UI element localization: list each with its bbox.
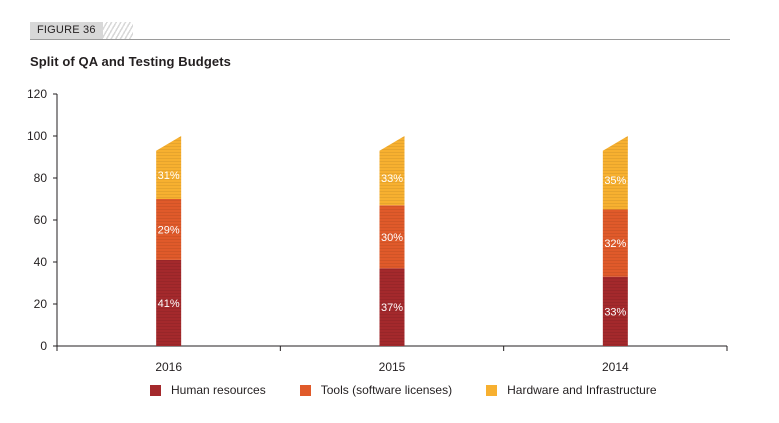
figure-label-hatch bbox=[97, 22, 133, 39]
bar-segment-tools-software-licenses bbox=[602, 209, 628, 277]
legend-item: Tools (software licenses) bbox=[299, 383, 453, 397]
figure-label: FIGURE 36 bbox=[30, 22, 103, 39]
bar-value-label: 35% bbox=[604, 175, 626, 187]
figure-header-rule bbox=[30, 39, 730, 40]
y-tick-label: 40 bbox=[34, 255, 48, 269]
x-tick-label: 2014 bbox=[602, 360, 629, 374]
bar-value-label: 33% bbox=[381, 173, 403, 185]
y-tick-label: 80 bbox=[34, 171, 48, 185]
legend-item: Human resources bbox=[150, 383, 266, 397]
bar-value-label: 31% bbox=[158, 170, 180, 182]
y-axis: 0 20 40 60 80 100 120 bbox=[27, 87, 58, 353]
bar-segment-hardware-and-infrastructure bbox=[602, 136, 628, 210]
legend-swatch bbox=[150, 384, 161, 396]
bar-value-label: 29% bbox=[158, 224, 180, 236]
legend: Human resources Tools (software licenses)… bbox=[150, 383, 691, 397]
bar-segment-tools-software-licenses bbox=[379, 205, 405, 269]
bar-value-label: 30% bbox=[381, 232, 403, 244]
x-tick-label: 2016 bbox=[155, 360, 182, 374]
legend-item: Hardware and Infrastructure bbox=[486, 383, 657, 397]
y-tick-label: 60 bbox=[34, 213, 48, 227]
legend-label: Tools (software licenses) bbox=[320, 383, 453, 397]
legend-label: Human resources bbox=[171, 383, 266, 397]
y-tick-label: 20 bbox=[34, 297, 48, 311]
y-tick-label: 0 bbox=[40, 339, 47, 353]
bars bbox=[156, 136, 628, 346]
x-axis: 2016 2015 2014 bbox=[56, 345, 728, 374]
y-tick-label: 100 bbox=[27, 129, 47, 143]
bar-segment-human-resources bbox=[602, 276, 628, 346]
bar-segment-hardware-and-infrastructure bbox=[156, 136, 182, 199]
y-tick-label: 120 bbox=[27, 87, 47, 101]
bar-value-label: 41% bbox=[158, 298, 180, 310]
bar-labels: 41% 29% 31% 37% 30% 33% 33% 32% 35% bbox=[158, 170, 627, 319]
bar-segment-human-resources bbox=[379, 268, 405, 346]
chart-title: Split of QA and Testing Budgets bbox=[30, 54, 231, 69]
legend-swatch bbox=[299, 384, 311, 396]
x-tick-label: 2015 bbox=[379, 360, 406, 374]
bar-value-label: 32% bbox=[604, 238, 626, 250]
bar-value-label: 37% bbox=[381, 302, 403, 314]
bar-segment-tools-software-licenses bbox=[156, 199, 182, 260]
bar-segment-human-resources bbox=[156, 259, 182, 346]
bar-value-label: 33% bbox=[604, 306, 626, 318]
legend-swatch bbox=[486, 384, 498, 396]
legend-label: Hardware and Infrastructure bbox=[507, 383, 657, 397]
bar-segment-hardware-and-infrastructure bbox=[379, 136, 405, 206]
